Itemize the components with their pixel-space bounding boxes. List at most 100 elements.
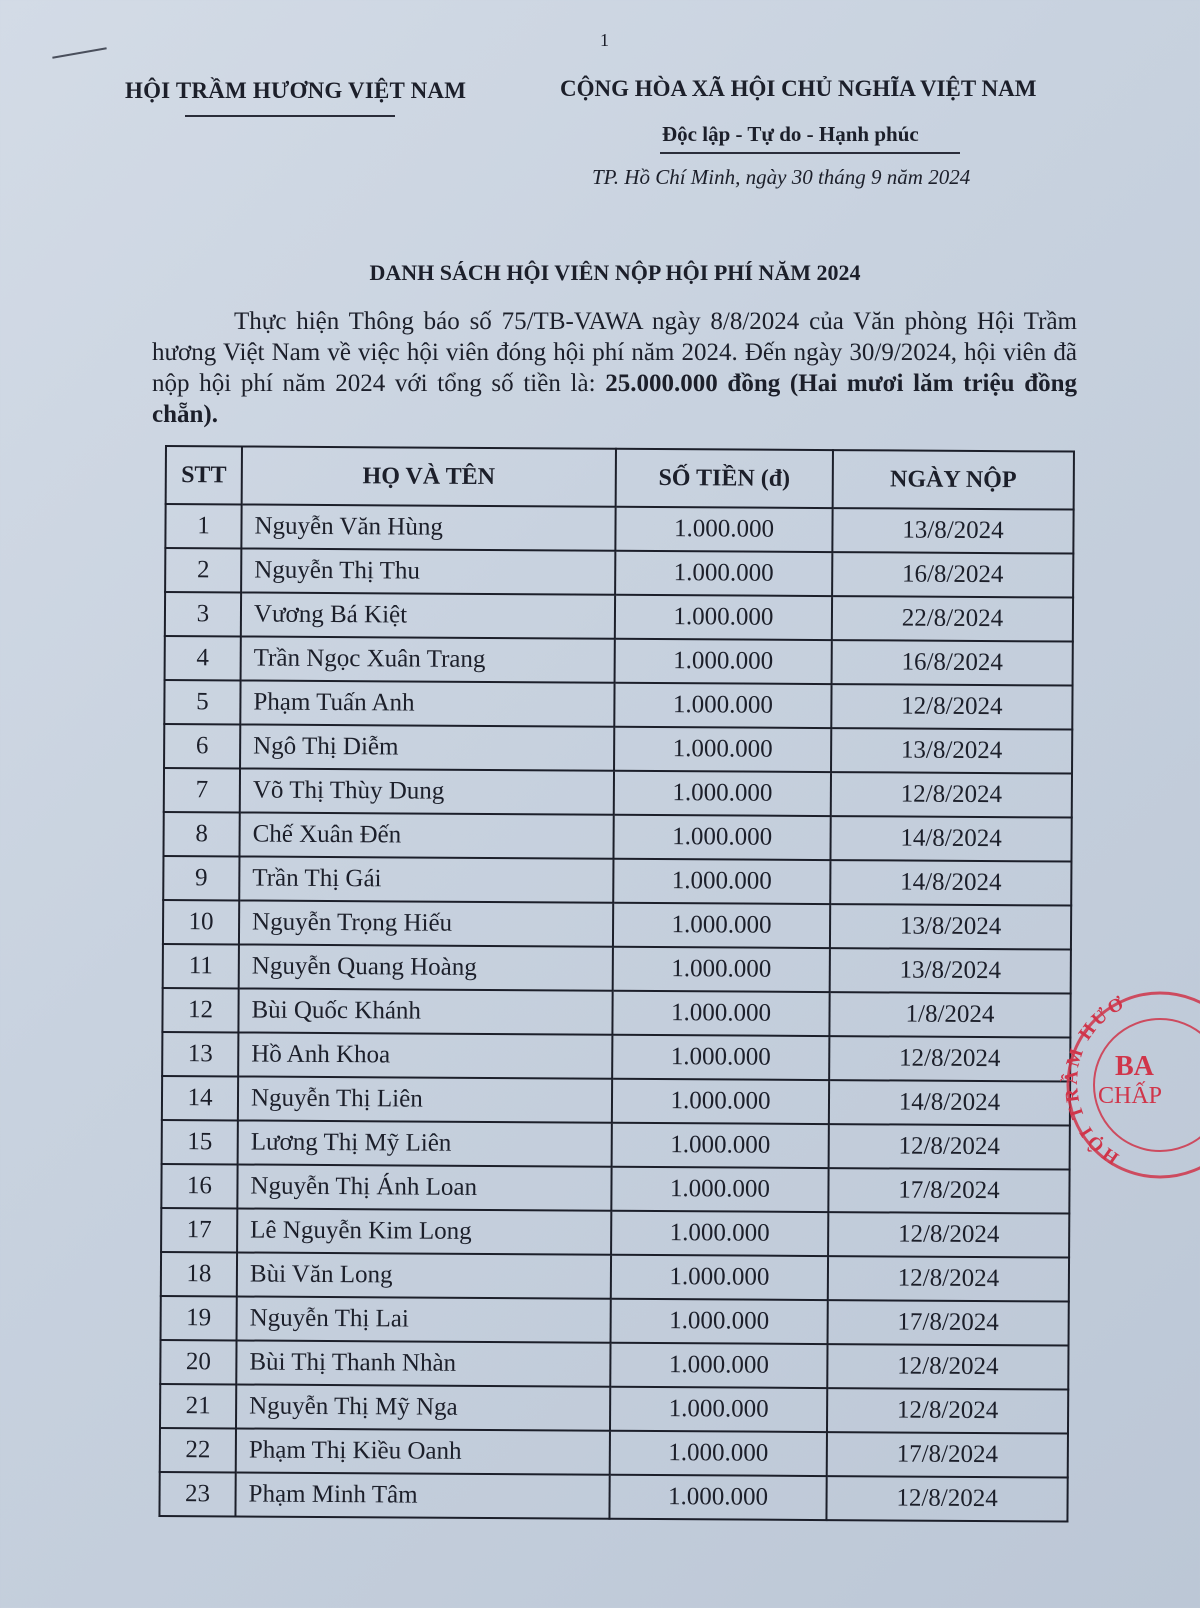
row-amount: 1.000.000 (612, 990, 830, 1037)
row-amount: 1.000.000 (613, 770, 832, 817)
table-row: 11 Nguyễn Quang Hoàng 1.000.000 13/8/2024 (162, 943, 1071, 994)
table-row: 18 Bùi Văn Long 1.000.000 12/8/2024 (160, 1251, 1070, 1302)
row-amount: 1.000.000 (614, 682, 832, 729)
row-stt: 1 (165, 504, 242, 549)
row-amount: 1.000.000 (611, 1122, 829, 1169)
document-title: DANH SÁCH HỘI VIÊN NỘP HỘI PHÍ NĂM 2024 (369, 260, 861, 285)
intro-paragraph: Thực hiện Thông báo số 75/TB-VAWA ngày 8… (152, 306, 1077, 430)
row-amount: 1.000.000 (615, 550, 833, 597)
svg-text:CHẤP: CHẤP (1098, 1082, 1162, 1109)
row-stt: 8 (163, 811, 240, 857)
row-amount: 1.000.000 (614, 638, 832, 685)
row-date: 12/8/2024 (828, 1212, 1070, 1258)
row-name: Lương Thị Mỹ Liên (237, 1120, 612, 1167)
row-stt: 12 (162, 987, 239, 1033)
row-stt: 23 (159, 1471, 236, 1517)
svg-text:BA: BA (1115, 1051, 1155, 1082)
row-date: 14/8/2024 (828, 1080, 1071, 1126)
row-amount: 1.000.000 (613, 858, 831, 905)
pen-mark (52, 47, 107, 59)
row-name: Nguyễn Thị Lai (236, 1296, 611, 1343)
row-name: Phạm Thị Kiều Oanh (235, 1428, 610, 1475)
page-number: 1 (600, 30, 609, 50)
row-date: 13/8/2024 (832, 508, 1074, 554)
row-name: Lê Nguyễn Kim Long (237, 1208, 612, 1255)
row-date: 12/8/2024 (830, 772, 1073, 818)
row-date: 13/8/2024 (829, 904, 1072, 950)
row-date: 22/8/2024 (831, 596, 1074, 642)
row-amount: 1.000.000 (611, 1166, 829, 1213)
place-date: TP. Hồ Chí Minh, ngày 30 tháng 9 năm 202… (592, 165, 971, 189)
table-row: 21 Nguyễn Thị Mỹ Nga 1.000.000 12/8/2024 (159, 1383, 1069, 1434)
table-row: 13 Hồ Anh Khoa 1.000.000 12/8/2024 (162, 1031, 1071, 1082)
table-row: 16 Nguyễn Thị Ánh Loan 1.000.000 17/8/2024 (161, 1163, 1070, 1214)
red-seal-stamp: HỘI TRẦM HƯƠ BA CHẤP (1060, 991, 1200, 1179)
row-stt: 15 (161, 1119, 238, 1165)
table-row: 17 Lê Nguyễn Kim Long 1.000.000 12/8/2024 (161, 1207, 1070, 1258)
table-row: 8 Chế Xuân Đến 1.000.000 14/8/2024 (163, 811, 1072, 862)
table-row: 19 Nguyễn Thị Lai 1.000.000 17/8/2024 (160, 1295, 1069, 1346)
header-amount: SỐ TIỀN (đ) (615, 448, 833, 509)
row-amount: 1.000.000 (610, 1342, 828, 1389)
row-stt: 16 (161, 1163, 238, 1209)
row-stt: 5 (164, 680, 241, 725)
row-stt: 21 (159, 1383, 237, 1429)
table-row: 15 Lương Thị Mỹ Liên 1.000.000 12/8/2024 (161, 1119, 1070, 1170)
row-stt: 2 (165, 548, 242, 593)
row-stt: 17 (161, 1207, 238, 1253)
row-amount: 1.000.000 (612, 902, 831, 949)
row-name: Nguyễn Thị Mỹ Nga (235, 1384, 611, 1431)
row-amount: 1.000.000 (614, 726, 832, 773)
row-name: Nguyễn Quang Hoàng (238, 944, 613, 991)
row-name: Nguyễn Thị Ánh Loan (237, 1164, 612, 1211)
row-amount: 1.000.000 (615, 506, 833, 553)
header-date: NGÀY NỘP (832, 450, 1074, 510)
table-row: 12 Bùi Quốc Khánh 1.000.000 1/8/2024 (162, 987, 1071, 1038)
row-date: 13/8/2024 (831, 728, 1073, 774)
row-name: Ngô Thị Diễm (240, 724, 615, 771)
table-row: 23 Phạm Minh Tâm 1.000.000 12/8/2024 (159, 1471, 1068, 1522)
row-amount: 1.000.000 (609, 1474, 827, 1521)
row-name: Phạm Minh Tâm (235, 1472, 610, 1519)
row-stt: 3 (164, 592, 242, 637)
row-amount: 1.000.000 (609, 1386, 828, 1433)
row-stt: 19 (160, 1295, 237, 1341)
row-stt: 13 (162, 1031, 239, 1077)
row-stt: 6 (164, 724, 241, 769)
row-amount: 1.000.000 (610, 1298, 828, 1345)
row-name: Nguyễn Thị Liên (237, 1076, 613, 1123)
row-amount: 1.000.000 (609, 1430, 827, 1477)
table-row: 10 Nguyễn Trọng Hiếu 1.000.000 13/8/2024 (162, 899, 1072, 950)
row-date: 12/8/2024 (826, 1388, 1069, 1434)
row-date: 14/8/2024 (830, 816, 1072, 862)
row-date: 12/8/2024 (829, 1036, 1071, 1082)
row-name: Bùi Thị Thanh Nhàn (236, 1340, 611, 1387)
table-row: 9 Trần Thị Gái 1.000.000 14/8/2024 (163, 855, 1072, 906)
row-date: 17/8/2024 (827, 1300, 1069, 1346)
row-name: Hồ Anh Khoa (238, 1032, 613, 1079)
row-name: Nguyễn Văn Hùng (241, 504, 616, 551)
table-row: 5 Phạm Tuấn Anh 1.000.000 12/8/2024 (164, 680, 1073, 730)
row-date: 17/8/2024 (828, 1168, 1070, 1214)
row-name: Trần Ngọc Xuân Trang (240, 636, 615, 683)
row-stt: 20 (160, 1339, 237, 1385)
row-name: Phạm Tuấn Anh (240, 680, 615, 727)
row-date: 12/8/2024 (831, 684, 1073, 730)
row-date: 12/8/2024 (827, 1344, 1069, 1390)
row-stt: 22 (159, 1427, 236, 1473)
row-date: 12/8/2024 (828, 1124, 1070, 1170)
table-row: 7 Võ Thị Thùy Dung 1.000.000 12/8/2024 (163, 768, 1073, 818)
row-date: 12/8/2024 (826, 1476, 1068, 1522)
members-table: STT HỌ VÀ TÊN SỐ TIỀN (đ) NGÀY NỘP 1 Nguy… (158, 445, 1075, 1523)
row-name: Chế Xuân Đến (239, 812, 614, 859)
row-date: 13/8/2024 (829, 948, 1071, 994)
row-name: Võ Thị Thùy Dung (239, 768, 615, 815)
row-name: Bùi Văn Long (236, 1252, 612, 1299)
row-date: 16/8/2024 (832, 552, 1074, 598)
row-amount: 1.000.000 (611, 1078, 830, 1125)
table-row: 4 Trần Ngọc Xuân Trang 1.000.000 16/8/2024 (164, 636, 1073, 686)
intro-text: Thực hiện Thông báo số 75/TB-VAWA ngày 8… (152, 308, 1077, 397)
row-name: Nguyễn Thị Thu (241, 548, 616, 595)
row-name: Vương Bá Kiệt (240, 592, 616, 639)
row-date: 1/8/2024 (829, 992, 1071, 1038)
